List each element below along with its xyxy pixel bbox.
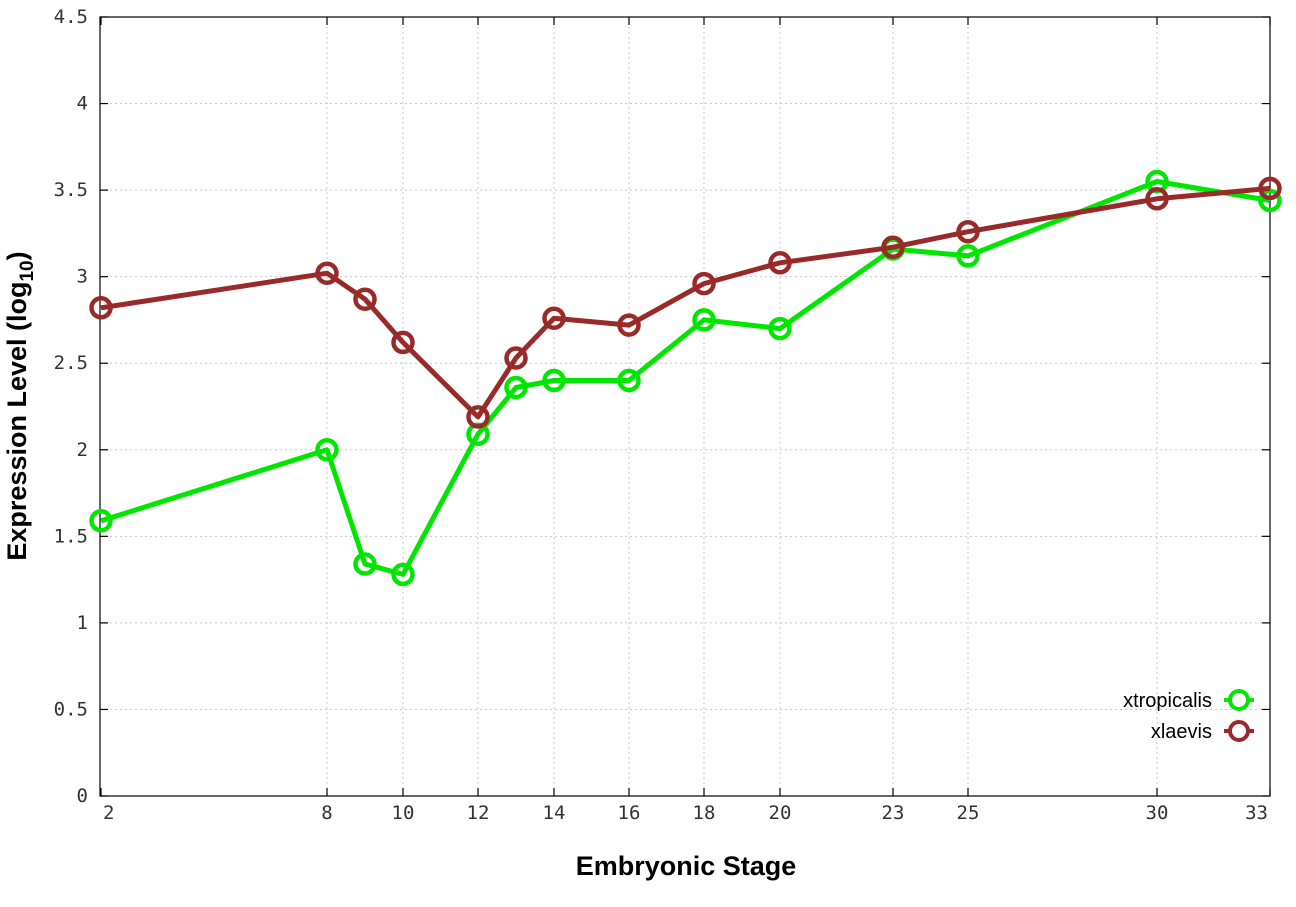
x-tick-label: 10 (392, 802, 415, 824)
data-point-xlaevis (692, 271, 716, 296)
x-tick-label: 30 (1146, 802, 1169, 824)
data-point-xlaevis (391, 330, 415, 355)
data-point-xtropicalis (89, 509, 113, 533)
x-tick-label: 8 (321, 802, 332, 824)
x-tick-label: 12 (467, 802, 490, 824)
data-point-xlaevis (617, 313, 641, 337)
x-tick-label: 18 (693, 802, 716, 824)
data-point-xlaevis (956, 219, 980, 244)
x-tick-label: 33 (1245, 802, 1268, 824)
y-tick-label: 2.5 (54, 352, 88, 374)
data-point-xlaevis (1145, 187, 1169, 211)
x-tick-label: 20 (769, 802, 792, 824)
data-point-xtropicalis (692, 308, 716, 332)
y-tick-label: 4 (77, 93, 88, 115)
legend-swatch-marker-xtropicalis (1228, 689, 1250, 711)
x-tick-label: 23 (882, 802, 905, 824)
data-point-xlaevis (504, 346, 528, 370)
data-point-xtropicalis (542, 368, 566, 393)
x-axis-title: Embryonic Stage (576, 851, 797, 881)
data-point-xtropicalis (768, 316, 792, 341)
data-point-xtropicalis (956, 244, 980, 268)
data-point-xtropicalis (617, 368, 641, 393)
y-tick-label: 1 (77, 612, 88, 634)
data-point-xlaevis (1258, 176, 1282, 201)
data-point-xtropicalis (1258, 188, 1282, 213)
x-tick-label: 2 (103, 802, 114, 824)
data-point-xlaevis (353, 287, 377, 311)
y-tick-label: 3 (77, 266, 88, 288)
x-tick-label: 14 (543, 802, 566, 824)
data-point-xtropicalis (315, 438, 339, 462)
data-point-xlaevis (768, 251, 792, 275)
data-point-xtropicalis (391, 562, 415, 587)
y-tick-label: 2 (77, 439, 88, 461)
y-axis-title-subscript: 10 (17, 260, 38, 281)
legend: xtropicalis xlaevis (1123, 689, 1254, 743)
data-point-xlaevis (466, 405, 490, 429)
y-axis-title-main: Expression Level (log (2, 282, 32, 561)
plot-frame (99, 16, 1271, 797)
y-axis-title-close: ) (2, 251, 32, 260)
data-point-xtropicalis (353, 552, 377, 576)
y-tick-label: 0 (77, 785, 88, 807)
data-point-xlaevis (315, 261, 339, 285)
x-tick-label: 16 (618, 802, 641, 824)
x-tick-label: 25 (957, 802, 980, 824)
y-tick-label: 1.5 (54, 525, 88, 547)
grid (100, 17, 1270, 796)
y-tick-label: 4.5 (54, 6, 88, 28)
y-tick-label: 3.5 (54, 179, 88, 201)
legend-label-xlaevis: xlaevis (1151, 721, 1212, 743)
data-point-xtropicalis (504, 375, 528, 400)
series-layer (89, 169, 1282, 587)
legend-label-xtropicalis: xtropicalis (1123, 690, 1212, 712)
series-line-xlaevis (100, 185, 1271, 420)
data-point-xlaevis (542, 306, 566, 330)
y-axis-title: Expression Level (log10) (2, 251, 38, 560)
axis-ticks: 0 0.5 1 1.5 2 2.5 3 3.5 4 4.5 2 8 10 12 14 16 18 20 23 25 30… (54, 6, 1271, 824)
series-line-xtropicalis (100, 179, 1271, 577)
y-tick-label: 0.5 (54, 698, 88, 720)
data-point-xlaevis (89, 296, 113, 320)
data-point-xlaevis (881, 235, 905, 259)
legend-swatch-marker-xlaevis (1228, 720, 1250, 742)
